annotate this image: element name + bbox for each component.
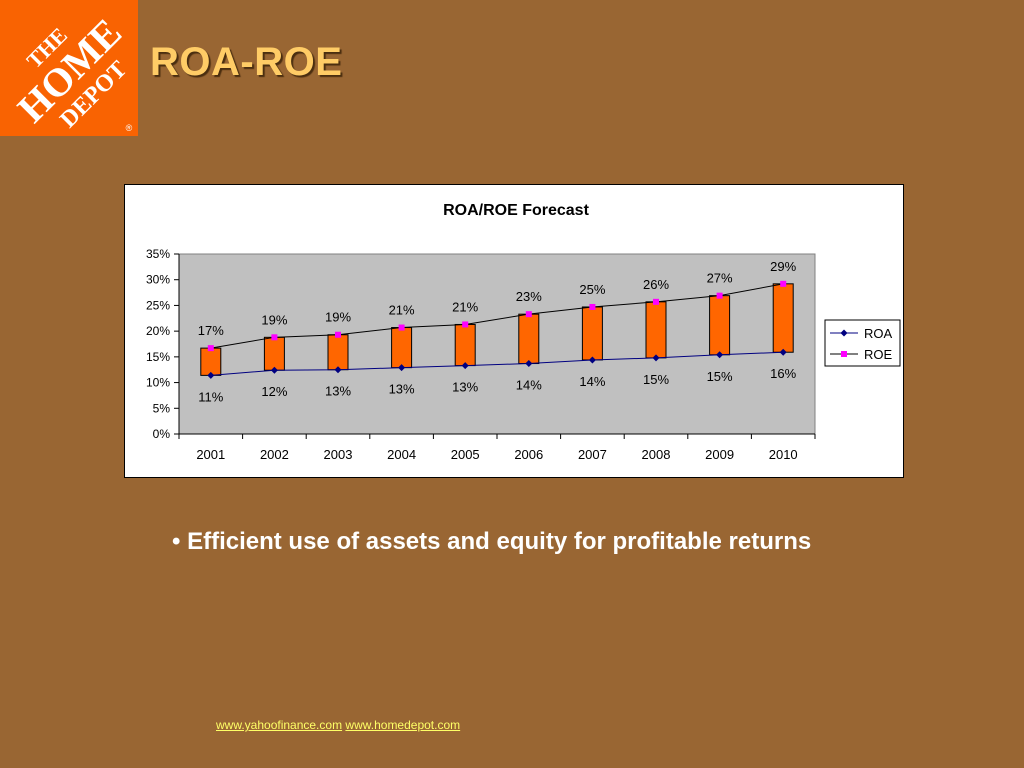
legend-roa-label: ROA [864,326,893,341]
roe-data-label: 19% [261,312,287,327]
roa-point [525,360,533,368]
roa-data-label: 13% [452,380,478,395]
x-tick-label: 2009 [705,447,734,462]
roa-point [334,366,342,374]
roa-point [716,351,724,359]
roa-data-label: 14% [579,374,605,389]
roa-data-label: 11% [198,389,223,404]
roe-point [462,321,469,328]
roe-point [207,345,214,352]
roa-roe-range-bar [645,301,667,359]
y-tick-label: 20% [146,324,170,338]
roe-point [589,303,596,310]
roe-point [271,334,278,341]
x-tick-label: 2006 [514,447,543,462]
roa-point [207,371,215,379]
y-tick-label: 15% [146,350,170,364]
roe-data-label: 17% [198,323,224,338]
bullet-point: • Efficient use of assets and equity for… [172,528,811,556]
roe-data-label: 21% [452,299,478,314]
x-tick-label: 2002 [260,447,289,462]
roa-point [588,356,596,364]
roe-point [780,280,787,287]
y-tick-label: 10% [146,376,170,390]
roa-point [779,348,787,356]
roe-data-label: 27% [707,271,733,286]
chart-title: ROA/ROE Forecast [443,202,589,219]
roe-point [716,292,723,299]
roa-point [398,364,406,372]
roe-point [525,311,532,318]
roa-data-label: 14% [516,378,542,393]
legend-box [824,319,901,367]
roe-data-label: 29% [770,259,796,274]
roa-series-line [210,351,784,376]
roa-roe-range-bar [709,295,731,356]
home-depot-logo: THE HOME DEPOT ® [0,0,138,136]
roa-point [270,366,278,374]
roa-roe-range-bar [200,347,222,376]
roe-data-label: 26% [643,277,669,292]
roe-point [335,331,341,338]
legend-roe-marker [841,351,847,357]
x-tick-label: 2005 [451,447,480,462]
roe-data-label: 25% [579,282,605,297]
y-tick-label: 5% [153,401,171,415]
roa-roe-range-bar [772,283,794,353]
y-tick-label: 0% [153,427,171,441]
slide-title: ROA-ROE [150,40,343,84]
homedepot-link[interactable]: www.homedepot.com [345,718,461,732]
roe-series-line [210,283,784,349]
roa-point [652,354,660,362]
roa-data-label: 12% [261,384,287,399]
roa-roe-range-bar [327,334,349,371]
roa-data-label: 15% [707,369,733,384]
roa-roe-range-bar [263,336,285,371]
y-tick-label: 25% [146,298,170,312]
x-tick-label: 2008 [642,447,671,462]
roa-data-label: 15% [643,372,669,387]
roa-roe-range-bar [454,323,476,367]
roe-data-label: 21% [389,303,415,318]
roa-point [461,362,469,370]
home-depot-logo-icon: THE HOME DEPOT ® [0,0,138,136]
x-tick-label: 2003 [324,447,353,462]
roa-roe-range-bar [391,327,413,369]
roe-data-label: 19% [325,310,351,325]
bullet-marker: • [172,528,181,555]
yahoofinance-link[interactable]: www.yahoofinance.com [216,718,343,732]
x-tick-label: 2001 [196,447,225,462]
x-tick-label: 2010 [769,447,798,462]
x-tick-label: 2004 [387,447,416,462]
legend-roe-label: ROE [864,347,893,362]
roa-roe-range-bar [518,313,540,365]
roa-roe-chart: ROA/ROE Forecast 0% 5% 10% 15% 20% 25% 30% 35% 2… [146,202,901,462]
roe-data-label: 23% [516,289,542,304]
roe-point [653,298,659,305]
plot-area [178,253,816,435]
x-tick-label: 2007 [578,447,607,462]
bullet-text: Efficient use of assets and equity for p… [187,528,812,555]
y-tick-label: 30% [146,273,170,287]
roa-data-label: 13% [325,384,351,399]
roe-point [398,324,405,331]
legend-roa-marker [840,329,848,337]
roa-data-label: 13% [389,382,415,397]
y-tick-label: 35% [146,247,170,261]
chart-container: ROA/ROE Forecast 0% 5% 10% 15% 20% 25% 30% 35% 2… [124,184,904,478]
footer-links: www.yahoofinance.com www.homedepot.com [216,718,460,732]
logo-registered-mark: ® [126,123,133,133]
roa-roe-range-bar [581,306,603,361]
roa-data-label: 16% [770,366,796,381]
